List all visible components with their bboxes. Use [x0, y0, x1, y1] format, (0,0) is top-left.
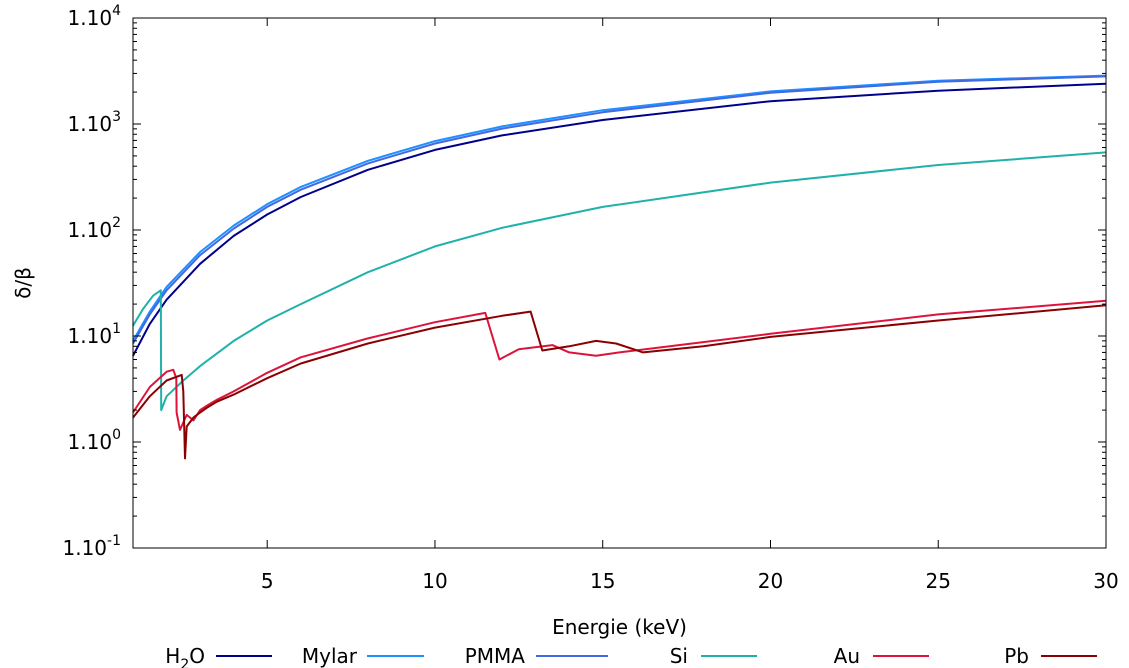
legend-item-au: Au — [834, 644, 929, 668]
y-tick-label: 1.100 — [68, 427, 121, 454]
legend-item-pmma: PMMA — [465, 644, 608, 668]
series-line-pmma — [132, 75, 1107, 344]
x-tick-label: 20 — [758, 569, 783, 593]
legend: H2O Mylar PMMA Si Au Pb — [165, 644, 1097, 668]
plot-area — [132, 17, 1107, 549]
series-line-si — [132, 151, 1107, 412]
series-line-pb — [132, 304, 1107, 460]
legend-label: Pb — [1004, 644, 1029, 668]
x-axis-title: Energie (keV) — [552, 615, 687, 639]
x-tick-label: 15 — [590, 569, 615, 593]
legend-item-pb: Pb — [1004, 644, 1097, 668]
legend-label: Mylar — [302, 644, 358, 668]
y-axis-ticks: 1.104 1.103 1.102 1.101 1.100 1.10-1 — [63, 3, 1106, 560]
series-line-h2o — [132, 82, 1107, 357]
y-tick-label: 1.103 — [68, 109, 121, 136]
legend-label: H2O — [165, 644, 205, 668]
x-tick-label: 25 — [926, 569, 951, 593]
legend-label: PMMA — [465, 644, 526, 668]
x-tick-label: 5 — [261, 569, 274, 593]
legend-item-si: Si — [670, 644, 757, 668]
legend-label: Si — [670, 644, 688, 668]
y-tick-label: 1.102 — [68, 215, 121, 242]
x-tick-label: 10 — [422, 569, 447, 593]
legend-item-h2o: H2O — [165, 644, 272, 668]
series-line-au — [132, 299, 1107, 431]
x-tick-label: 30 — [1093, 569, 1118, 593]
legend-item-mylar: Mylar — [302, 644, 424, 668]
y-tick-label: 1.104 — [68, 3, 122, 30]
y-tick-label: 1.10-1 — [63, 533, 122, 560]
y-axis-title: δ/β — [11, 267, 35, 299]
x-axis-ticks: 5 10 15 20 25 30 — [261, 18, 1119, 593]
legend-label: Au — [834, 644, 860, 668]
series-layer — [132, 74, 1107, 460]
series-line-mylar — [132, 74, 1107, 342]
plot-frame — [132, 17, 1107, 549]
y-tick-label: 1.101 — [68, 321, 121, 348]
